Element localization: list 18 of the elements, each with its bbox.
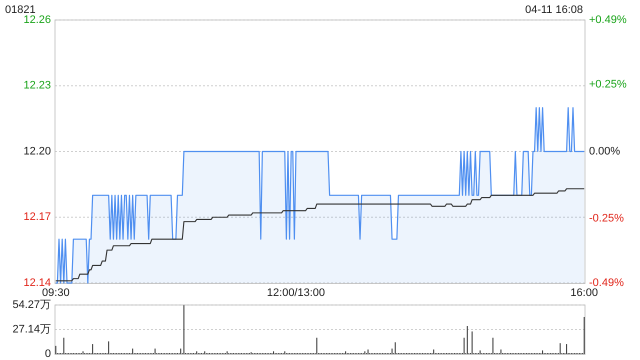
y2-tick-label: +0.49% [589,14,627,26]
y-tick-label: 12.17 [23,211,51,224]
y2-tick-label: 0.00% [589,145,620,158]
chart-title: 01821 [5,4,36,16]
x-tick-label: 16:00 [570,286,598,299]
y-tick-label: 54.27万 [12,298,51,311]
y-tick-label: 0 [44,348,51,360]
y2-tick-label: -0.25% [589,212,624,224]
y-tick-label: 12.26 [23,14,51,26]
y-tick-label: 12.14 [23,276,51,289]
y-tick-label: 12.20 [23,145,51,158]
y-tick-label: 12.23 [23,80,51,92]
y2-tick-label: -0.49% [589,276,624,289]
y-tick-label: 27.14万 [12,323,51,336]
x-tick-label: 09:30 [42,286,70,299]
y2-tick-label: +0.25% [589,78,627,90]
text: 04-11 16:08 [525,4,583,16]
x-tick-label: 12:00/13:00 [266,286,326,299]
